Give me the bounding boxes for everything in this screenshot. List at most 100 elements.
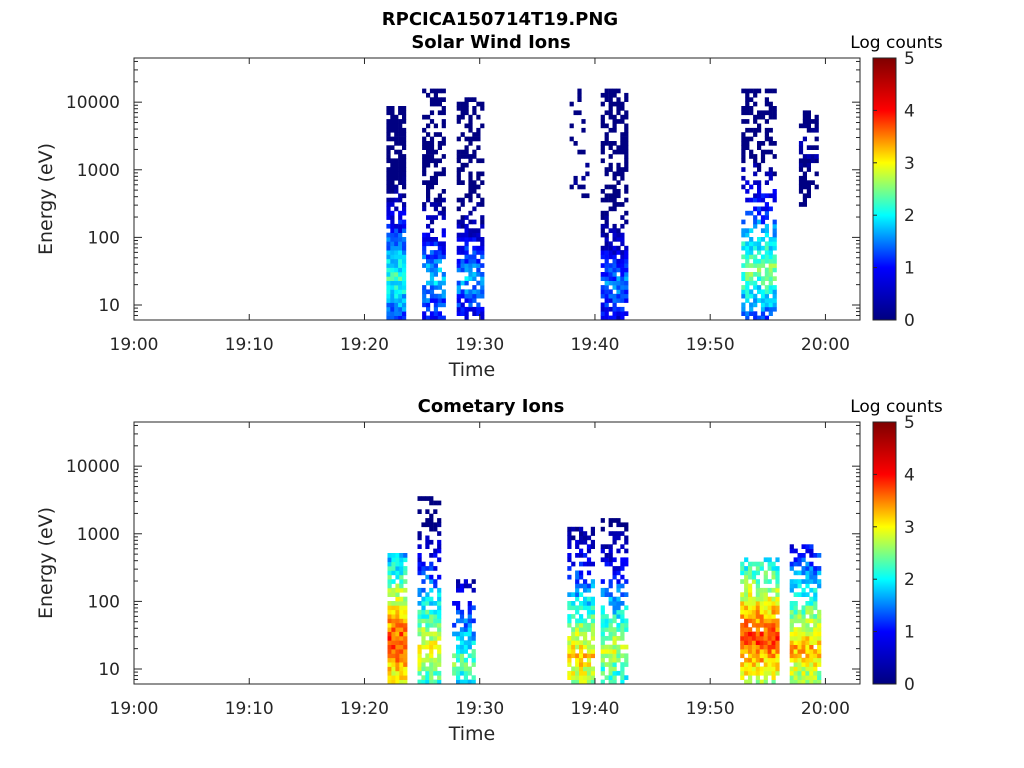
heatmap-cell: [612, 237, 617, 242]
heatmap-cell: [805, 679, 810, 685]
heatmap-cell: [805, 618, 810, 624]
heatmap-cell: [579, 605, 584, 611]
heatmap-cell: [586, 535, 592, 541]
heatmap-cell: [801, 587, 806, 593]
heatmap-cell: [437, 548, 442, 554]
heatmap-cell: [624, 132, 629, 137]
heatmap-cell: [463, 649, 468, 654]
heatmap-cell: [620, 675, 625, 680]
heatmap-cell: [395, 662, 400, 667]
heatmap-cell: [437, 258, 442, 264]
heatmap-cell: [793, 609, 798, 615]
heatmap-cell: [433, 285, 438, 290]
heatmap-cell: [604, 132, 609, 137]
heatmap-cell: [583, 561, 588, 567]
heatmap-cell: [421, 570, 426, 576]
heatmap-cell: [797, 662, 802, 667]
heatmap-cell: [399, 566, 404, 571]
y-tick-label: 1000: [77, 525, 120, 545]
heatmap-cell: [394, 232, 399, 238]
heatmap-cell: [612, 566, 617, 571]
heatmap-cell: [579, 583, 584, 589]
heatmap-cell: [417, 531, 422, 536]
heatmap-cell: [386, 250, 391, 255]
heatmap-cell: [755, 653, 760, 659]
colorbar-label: Log counts: [850, 33, 943, 53]
heatmap-cell: [571, 644, 576, 650]
heatmap-cell: [768, 285, 773, 290]
heatmap-cell: [571, 605, 576, 611]
heatmap-cell: [583, 662, 588, 667]
heatmap-cell: [390, 232, 395, 238]
heatmap-cell: [575, 627, 580, 632]
heatmap-cell: [600, 644, 605, 650]
heatmap-cell: [745, 245, 750, 251]
heatmap-cell: [757, 193, 762, 199]
heatmap-cell: [624, 162, 629, 168]
heatmap-cell: [456, 223, 461, 229]
heatmap-cell: [757, 285, 762, 290]
heatmap-cell: [612, 609, 617, 615]
heatmap-cell: [386, 272, 391, 277]
heatmap-cell: [398, 298, 403, 303]
heatmap-cell: [391, 636, 396, 641]
heatmap-cell: [590, 644, 595, 650]
heatmap-cell: [590, 596, 595, 602]
heatmap-cell: [809, 640, 814, 645]
heatmap-cell: [471, 657, 476, 663]
heatmap-cell: [476, 258, 481, 264]
heatmap-cell: [456, 587, 461, 593]
heatmap-cell: [798, 149, 804, 155]
heatmap-cell: [620, 132, 625, 137]
heatmap-cell: [459, 666, 465, 672]
heatmap-cell: [763, 675, 768, 680]
heatmap-cell: [468, 119, 473, 124]
heatmap-cell: [456, 311, 461, 316]
heatmap-cell: [472, 276, 477, 281]
heatmap-cell: [604, 298, 609, 303]
heatmap-cell: [429, 649, 434, 654]
heatmap-cell: [775, 566, 780, 571]
heatmap-cell: [612, 250, 617, 255]
heatmap-cell: [391, 614, 396, 619]
heatmap-cell: [468, 180, 473, 185]
heatmap-cell: [768, 302, 773, 308]
heatmap-cell: [471, 679, 476, 685]
heatmap-cell: [429, 587, 434, 593]
heatmap-cell: [620, 679, 625, 685]
heatmap-cell: [387, 670, 392, 676]
heatmap-cell: [387, 579, 392, 584]
heatmap-cell: [402, 202, 407, 207]
heatmap-cell: [571, 631, 576, 637]
heatmap-cell: [817, 636, 822, 641]
heatmap-cell: [793, 666, 798, 672]
heatmap-cell: [755, 657, 760, 663]
heatmap-cell: [394, 302, 399, 308]
heatmap-cell: [789, 670, 794, 676]
heatmap-cell: [433, 302, 438, 308]
heatmap-cell: [421, 666, 426, 672]
heatmap-cell: [608, 522, 613, 528]
heatmap-cell: [748, 570, 753, 576]
heatmap-cell: [749, 302, 754, 308]
heatmap-cell: [399, 636, 404, 641]
heatmap-cell: [422, 162, 427, 168]
heatmap-cell: [772, 276, 777, 281]
heatmap-cell: [616, 579, 621, 584]
heatmap-cell: [571, 614, 576, 619]
heatmap-cell: [391, 566, 396, 571]
heatmap-cell: [421, 640, 426, 645]
heatmap-cell: [760, 193, 766, 199]
heatmap-cell: [471, 675, 476, 680]
heatmap-cell: [604, 215, 609, 220]
heatmap-cell: [456, 106, 461, 111]
heatmap-cell: [741, 88, 746, 94]
colorbar-tick-label: 0: [904, 675, 915, 695]
heatmap-cell: [806, 119, 811, 124]
heatmap-cell: [620, 592, 625, 597]
heatmap-cell: [575, 605, 580, 611]
heatmap-cell: [809, 670, 814, 676]
heatmap-cell: [441, 171, 446, 177]
heatmap-cell: [608, 245, 613, 251]
heatmap-cell: [789, 587, 794, 593]
